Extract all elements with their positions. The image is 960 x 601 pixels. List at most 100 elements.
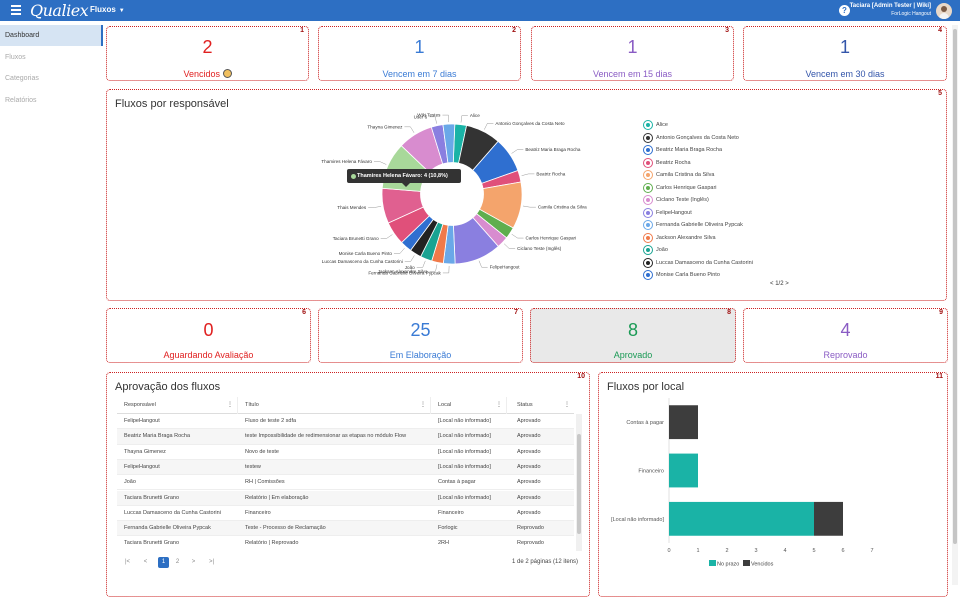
slice-label: Thamires Helena Fávaro [321, 159, 372, 164]
slice-leader-line [416, 260, 426, 268]
table-scrollbar[interactable] [576, 414, 582, 551]
legend-swatch-icon [644, 133, 652, 142]
table-row[interactable]: Taciara Brunetti Grano Relatório | Reprov… [117, 536, 574, 551]
legend-label: Beatriz Maria Braga Rocha [656, 147, 723, 153]
column-header-local[interactable]: Local ⋮ [431, 397, 507, 414]
table-row[interactable]: Luccas Damasceno da Cunha Castorini Finan… [117, 506, 574, 522]
kpi-card-vencem-7[interactable]: 2 1 Vencem em 7 dias [318, 26, 521, 81]
kpi-card-vencem-30[interactable]: 4 1 Vencem em 30 dias [743, 26, 947, 81]
column-menu-icon[interactable]: ⋮ [564, 402, 570, 408]
help-icon[interactable]: ? [839, 5, 850, 16]
sidebar-item-categorias[interactable]: Categorias [5, 75, 39, 82]
kpi-value: 2 [202, 37, 213, 57]
legend-page-indicator: 1/2 [775, 281, 784, 287]
table-row[interactable]: João RH | Comissões Contas à pagar Aprovado [117, 475, 574, 491]
category-label: [Local não informado] [611, 517, 664, 523]
legend-swatch-icon [644, 258, 652, 267]
legend-label: Antonio Gonçalves da Costa Neto [656, 134, 739, 141]
legend-swatch-icon[interactable] [743, 560, 750, 566]
legend-swatch-icon [644, 196, 652, 204]
kpi-label: Aguardando Avaliação [163, 350, 254, 360]
sidebar-item-fluxos[interactable]: Fluxos [5, 54, 26, 61]
kpi-card-aguardando[interactable]: 6 0 Aguardando Avaliação [106, 308, 311, 363]
table-cell: Fernanda Gabrielle Oliveira Pypcak [124, 525, 211, 532]
table-cell: Aprovado [517, 509, 541, 516]
module-selector[interactable]: Fluxos ▼ [90, 5, 125, 14]
table-cell: Reprovado [517, 525, 544, 532]
x-tick-label: 1 [696, 548, 699, 554]
legend-swatch-icon [644, 233, 652, 242]
x-tick-label: 3 [754, 548, 757, 554]
bar-segment[interactable] [669, 453, 698, 488]
table-row[interactable]: FelipeHangout testew [Local não informado]… [117, 459, 574, 476]
chevron-left-icon[interactable]: < [770, 281, 774, 287]
slice-label: Ciclano Teste (Inglês) [517, 246, 562, 251]
table-cell: Novo de teste [245, 448, 279, 455]
slice-leader-line [511, 149, 524, 154]
qualiex-logo[interactable]: Qualiex [30, 1, 89, 20]
category-label: Financeiro [638, 469, 664, 475]
table-cell: [Local não informado] [438, 463, 491, 470]
table-row[interactable]: Taciara Brunetti Grano Relatório | Em ela… [117, 490, 574, 506]
slice-label: User 6 [414, 114, 428, 119]
kpi-card-elaboracao[interactable]: 7 25 Em Elaboração [318, 308, 523, 363]
avatar[interactable] [936, 3, 952, 19]
column-header-responsavel[interactable]: Responsável ⋮ [117, 397, 238, 414]
slice-leader-line [380, 234, 393, 239]
kpi-label: Reprovado [823, 350, 868, 360]
prev-page-icon[interactable]: < [143, 559, 148, 565]
alarm-icon [222, 69, 232, 78]
sidebar-item-dashboard[interactable]: Dashboard [0, 25, 103, 46]
kpi-card-vencem-15[interactable]: 3 1 Vencem em 15 dias [531, 26, 734, 81]
table-row[interactable]: Beatriz Maria Braga Rocha teste Impossibi… [117, 429, 574, 445]
slice-leader-line [442, 114, 450, 123]
column-menu-icon[interactable]: ⋮ [496, 402, 502, 408]
slice-label: Camila Cristina da Silva [538, 205, 587, 210]
sidebar-item-relatorios[interactable]: Relatórios [5, 97, 37, 104]
legend-swatch-icon [644, 221, 652, 229]
hamburger-menu-icon[interactable] [11, 5, 21, 15]
card-number: 3 [725, 27, 729, 34]
table-row[interactable]: Fernanda Gabrielle Oliveira Pypcak Teste … [117, 521, 574, 537]
kpi-card-reprovado[interactable]: 9 4 Reprovado [743, 308, 948, 363]
card-title: Fluxos por responsável [115, 98, 229, 110]
bar-segment[interactable] [669, 501, 814, 536]
card-number: 9 [939, 309, 943, 316]
column-menu-icon[interactable]: ⋮ [420, 402, 426, 408]
slice-label: Thais Mendes [337, 205, 367, 210]
chevron-right-icon[interactable]: > [785, 281, 789, 287]
bar-segment[interactable] [669, 405, 698, 440]
legend-swatch-icon[interactable] [709, 560, 716, 566]
legend-pager[interactable]: < 1/2 > [770, 281, 789, 287]
page-button[interactable]: 1 [158, 557, 169, 568]
slice-leader-line [404, 126, 415, 133]
kpi-card-vencidos[interactable]: 1 2 Vencidos [106, 26, 309, 81]
column-header-titulo[interactable]: Título ⋮ [238, 397, 431, 414]
kpi-value: 1 [414, 37, 425, 57]
last-page-icon[interactable]: >| [208, 559, 215, 565]
pie-slice[interactable] [442, 123, 456, 164]
slice-leader-line [511, 233, 524, 239]
page-button[interactable]: 2 [175, 559, 180, 565]
bar-segment[interactable] [814, 501, 843, 536]
table-cell: RH | Comissões [245, 479, 285, 486]
legend-label: Alice [656, 122, 668, 128]
table-cell: Thayna Gimenez [124, 448, 166, 455]
table-row[interactable]: FelipeHangout Fluxo de teste 2 sdfa [Local… [117, 414, 574, 430]
column-menu-icon[interactable]: ⋮ [227, 402, 233, 408]
kpi-value: 25 [410, 320, 431, 340]
kpi-card-aprovado[interactable]: 8 8 Aprovado [530, 308, 736, 363]
user-name[interactable]: Taciara [Admin Tester | Wiki] [849, 3, 931, 9]
next-page-icon[interactable]: > [191, 559, 196, 565]
first-page-icon[interactable]: |< [124, 559, 131, 565]
slice-label: Antonio Gonçalves da Costa Neto [495, 121, 565, 126]
page-scrollbar[interactable] [952, 25, 958, 585]
slice-leader-line [521, 173, 535, 176]
card-number: 11 [935, 373, 943, 380]
column-header-status[interactable]: Status ⋮ [507, 397, 574, 414]
table-row[interactable]: Thayna Gimenez Novo de teste [Local não in… [117, 445, 574, 460]
kpi-label: Em Elaboração [389, 350, 452, 360]
slice-label: Jackson Alexandre Silva [378, 269, 428, 274]
table-cell: FelipeHangout [124, 418, 160, 424]
